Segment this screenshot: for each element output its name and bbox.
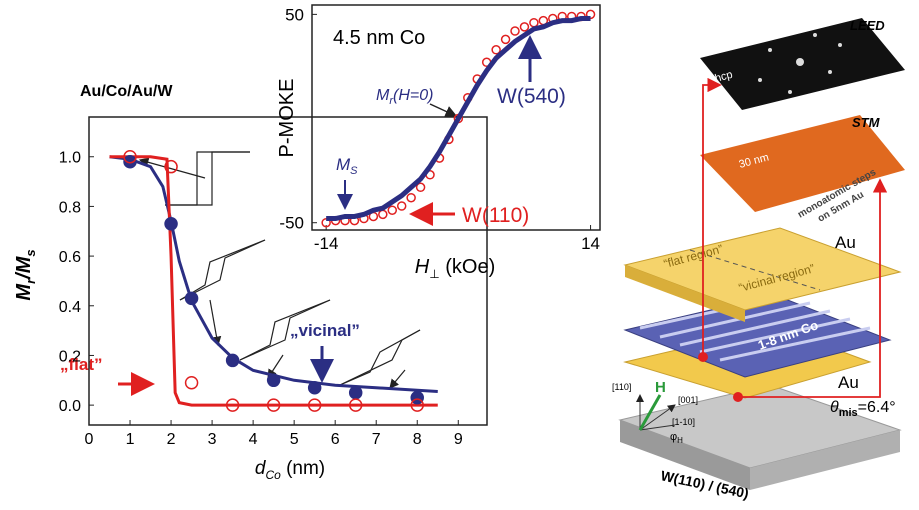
- data-point: [350, 387, 362, 399]
- y-tick-label: 1.0: [59, 150, 81, 167]
- annotation: „vicinal”: [290, 321, 360, 340]
- data-point: [407, 194, 415, 202]
- y-axis-label: P-MOKE: [276, 79, 298, 158]
- y-tick-label: 0.8: [59, 199, 81, 216]
- label: θmis=6.4°: [830, 399, 896, 419]
- label: STM: [852, 115, 881, 130]
- label-part: M: [336, 155, 351, 174]
- marker-dot: [698, 352, 708, 362]
- x-tick-label: 14: [581, 234, 600, 253]
- x-tick-label: 3: [208, 431, 217, 448]
- label: Au: [838, 373, 859, 392]
- data-point: [520, 23, 528, 31]
- x-tick-label: 7: [372, 431, 381, 448]
- y-tick-label: -50: [279, 214, 304, 233]
- data-point: [388, 206, 396, 214]
- x-tick-label: 9: [454, 431, 463, 448]
- data-point: [530, 19, 538, 27]
- label-part: (H=0): [393, 87, 433, 104]
- x-tick-label: 1: [126, 431, 135, 448]
- label-part: H: [415, 256, 430, 278]
- chart-title: Au/Co/Au/W: [80, 83, 173, 100]
- label-part: (nm): [281, 458, 325, 479]
- label-part: M: [13, 283, 35, 301]
- data-point: [165, 218, 177, 230]
- x-axis-label: dCo (nm): [255, 458, 325, 482]
- label: [001]: [678, 395, 698, 405]
- label: LEED: [850, 18, 885, 33]
- annotation: Mr(H=0): [376, 87, 433, 107]
- x-tick-label: 6: [331, 431, 340, 448]
- label-part: ⊥: [429, 267, 439, 281]
- figure: Au/Co/Au/W Mr/Ms dCo (nm) „flat” „vicina…: [0, 0, 919, 510]
- x-tick-label: 0: [85, 431, 94, 448]
- y-tick-label: 0.6: [59, 249, 81, 266]
- label: H: [655, 379, 666, 396]
- label-part: Co: [265, 468, 281, 482]
- label-part: (kOe): [440, 256, 496, 278]
- inset-chart: P-MOKE H⊥ (kOe) 4.5 nm Co Mr(H=0) W(540)…: [276, 5, 600, 281]
- label-part: θ: [830, 399, 839, 416]
- fit-line: [110, 157, 438, 405]
- data-point: [309, 382, 321, 394]
- label-part: =6.4°: [858, 399, 896, 416]
- data-point: [379, 210, 387, 218]
- label-part: /M: [13, 255, 35, 280]
- label: Au: [835, 233, 856, 252]
- annotation: MS: [336, 155, 358, 177]
- label: [110]: [612, 382, 631, 392]
- marker-dot: [733, 392, 743, 402]
- label-part: φ: [670, 431, 677, 443]
- label-part: M: [376, 87, 390, 104]
- label-part: s: [23, 249, 38, 256]
- data-point: [268, 374, 280, 386]
- y-tick-label: 0.0: [59, 398, 81, 415]
- label: [1-10]: [672, 417, 695, 427]
- annotation: W(540): [497, 85, 566, 108]
- y-tick-label: 0.2: [59, 348, 81, 365]
- main-chart: Au/Co/Au/W Mr/Ms dCo (nm) „flat” „vicina…: [13, 83, 487, 482]
- x-tick-label: 5: [290, 431, 299, 448]
- sample-diagram: LEED hcp 1nm Co STM 30 nm monoatomic ste…: [612, 18, 905, 502]
- label-part: mis: [839, 407, 858, 419]
- x-tick-label: 4: [249, 431, 258, 448]
- x-tick-label: 8: [413, 431, 422, 448]
- x-axis-label: H⊥ (kOe): [415, 256, 495, 281]
- data-point: [186, 292, 198, 304]
- data-point: [511, 27, 519, 35]
- data-point: [186, 377, 198, 389]
- arrow: [430, 104, 456, 116]
- data-point: [502, 35, 510, 43]
- y-tick-label: 50: [285, 5, 304, 24]
- label-part: S: [350, 165, 358, 177]
- x-tick-label: -14: [314, 234, 339, 253]
- annotation: W(110): [462, 204, 529, 227]
- data-point: [227, 354, 239, 366]
- fit-line: [110, 157, 438, 392]
- y-axis-label: Mr/Ms: [13, 249, 38, 300]
- annotation: 4.5 nm Co: [333, 27, 425, 49]
- x-tick-label: 2: [167, 431, 176, 448]
- page: {"chart_data": [ {"type": "line", "title…: [0, 0, 919, 510]
- y-tick-label: 0.4: [59, 299, 81, 316]
- data-point: [398, 202, 406, 210]
- label-part: H: [677, 436, 683, 445]
